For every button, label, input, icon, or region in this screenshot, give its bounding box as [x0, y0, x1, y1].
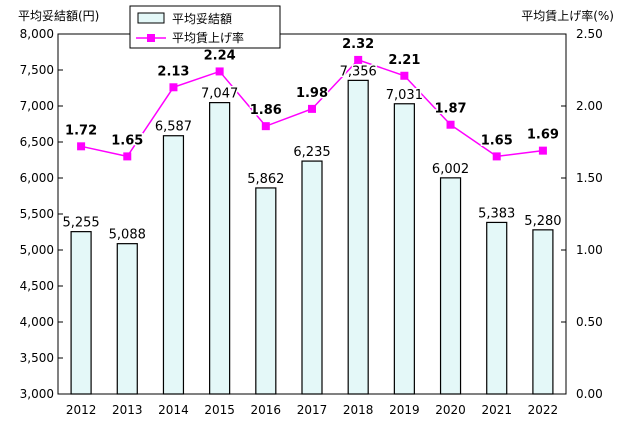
line-value-label: 1.72: [65, 123, 97, 138]
x-tick-label: 2017: [297, 403, 328, 417]
legend: 平均妥結額 平均賃上げ率: [129, 5, 281, 49]
line-series: [77, 55, 547, 161]
right-tick-label: 1.00: [576, 243, 603, 257]
line-value-label: 2.21: [388, 53, 420, 68]
bar-value-label: 5,862: [247, 172, 284, 187]
right-tick-label: 2.50: [576, 27, 603, 41]
line-value-label: 1.69: [527, 128, 559, 143]
line-point: [446, 120, 455, 129]
x-tick-label: 2015: [204, 403, 235, 417]
left-tick-label: 6,000: [20, 171, 54, 185]
bar: [209, 102, 231, 395]
left-tick-label: 5,500: [20, 207, 54, 221]
left-tick-label: 3,500: [20, 351, 54, 365]
bar-value-label: 7,031: [386, 88, 423, 103]
bar-value-label: 6,235: [293, 145, 330, 160]
x-tick-label: 2012: [66, 403, 97, 417]
bar-value-label: 6,002: [432, 162, 469, 177]
line-point: [354, 55, 363, 64]
x-tick-label: 2013: [112, 403, 143, 417]
left-tick-label: 5,000: [20, 243, 54, 257]
line-point: [492, 152, 501, 161]
bar-value-label: 6,587: [155, 120, 192, 135]
bar: [393, 103, 415, 395]
axes-group: 3,000 3,500 4,000 4,500 5,000 5,500 6,000 6,500…: [20, 27, 603, 417]
left-tick-label: 7,500: [20, 63, 54, 77]
left-tick-label: 4,000: [20, 315, 54, 329]
line-value-label: 2.24: [204, 48, 236, 63]
legend-line-marker: [147, 34, 155, 42]
right-tick-label: 0.00: [576, 387, 603, 401]
bar: [116, 243, 138, 395]
bar: [486, 221, 508, 395]
line-value-label: 1.65: [111, 133, 143, 148]
bar: [347, 79, 369, 395]
x-tick-label: 2022: [528, 403, 559, 417]
bar-value-label: 5,255: [62, 216, 99, 231]
bar: [70, 231, 92, 395]
line-value-label: 1.87: [435, 102, 467, 117]
left-tick-label: 8,000: [20, 27, 54, 41]
left-tick-label: 4,500: [20, 279, 54, 293]
right-tick-label: 1.50: [576, 171, 603, 185]
line-point: [400, 71, 409, 80]
line-value-label: 2.32: [342, 37, 374, 52]
bar: [301, 160, 323, 395]
x-tick-label: 2019: [389, 403, 420, 417]
line-point: [261, 122, 270, 131]
bar-value-label: 5,383: [478, 206, 515, 221]
left-tick-label: 7,000: [20, 99, 54, 113]
legend-bar-label: 平均妥結額: [172, 12, 232, 26]
bar-series: [70, 79, 554, 395]
line-value-label: 1.86: [250, 103, 282, 118]
data-labels: 5,255 5,088 6,587 7,047 5,862 6,235 7,356 7,031…: [61, 35, 563, 244]
line-point: [308, 104, 316, 113]
right-tick-label: 0.50: [576, 315, 603, 329]
bar: [162, 135, 185, 395]
right-axis-title: 平均賃上げ率(%): [521, 8, 614, 23]
line-value-label: 2.13: [157, 64, 189, 79]
bar: [255, 187, 277, 395]
left-axis-title: 平均妥結額(円): [18, 9, 99, 23]
right-tick-label: 2.00: [576, 99, 603, 113]
legend-bar-swatch: [137, 12, 165, 24]
line-value-label: 1.98: [296, 86, 328, 101]
bar: [439, 177, 462, 395]
bar-value-label: 7,356: [340, 64, 377, 79]
line-point: [77, 142, 86, 151]
line-point: [215, 67, 224, 76]
line-point: [538, 146, 547, 155]
x-tick-label: 2018: [343, 403, 374, 417]
line-value-label: 1.65: [481, 133, 513, 148]
left-tick-label: 3,000: [20, 387, 54, 401]
x-tick-label: 2016: [251, 403, 282, 417]
left-tick-label: 6,500: [20, 135, 54, 149]
x-tick-label: 2014: [158, 403, 189, 417]
x-tick-label: 2020: [435, 403, 466, 417]
bar: [532, 229, 554, 395]
x-tick-label: 2021: [481, 403, 512, 417]
bar-value-label: 5,088: [109, 228, 146, 243]
line-point: [123, 152, 132, 161]
line-point: [169, 83, 178, 92]
bar-value-label: 7,047: [201, 87, 238, 102]
legend-line-label: 平均賃上げ率: [172, 30, 244, 45]
bar-value-label: 5,280: [524, 214, 561, 229]
